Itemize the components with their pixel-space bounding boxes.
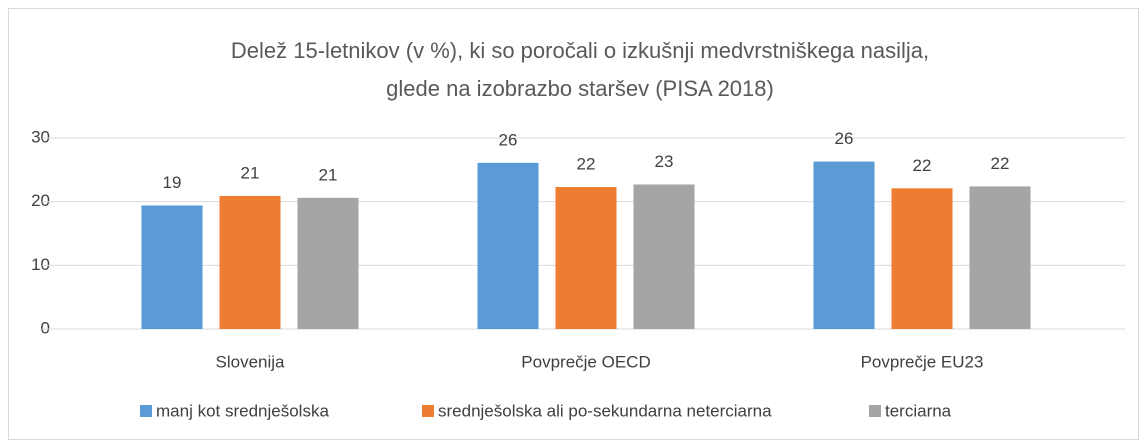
legend-label: manj kot srednješolska bbox=[156, 401, 329, 420]
y-tick-label: 20 bbox=[31, 191, 50, 210]
legend-swatch bbox=[140, 405, 152, 417]
bar bbox=[555, 187, 617, 329]
data-label: 22 bbox=[577, 155, 596, 174]
bar bbox=[813, 161, 875, 329]
legend-label: srednješolska ali po-sekundarna netercia… bbox=[438, 401, 772, 420]
data-label: 23 bbox=[655, 152, 674, 171]
data-label: 26 bbox=[499, 130, 518, 149]
bar bbox=[219, 195, 281, 329]
data-label: 21 bbox=[241, 163, 260, 182]
bar bbox=[969, 186, 1031, 329]
data-label: 21 bbox=[319, 165, 338, 184]
bar bbox=[477, 162, 539, 329]
data-label: 22 bbox=[991, 154, 1010, 173]
x-tick-label: Povprečje OECD bbox=[521, 352, 650, 371]
legend-swatch bbox=[869, 405, 881, 417]
data-label: 26 bbox=[835, 129, 854, 148]
y-tick-label: 10 bbox=[31, 255, 50, 274]
data-label: 19 bbox=[163, 173, 182, 192]
chart-title: glede na izobrazbo staršev (PISA 2018) bbox=[386, 76, 774, 101]
data-label: 22 bbox=[913, 156, 932, 175]
bar bbox=[141, 205, 203, 329]
chart-title: Delež 15-letnikov (v %), ki so poročali … bbox=[231, 38, 929, 63]
bar bbox=[891, 188, 953, 329]
y-tick-label: 0 bbox=[41, 318, 50, 337]
y-tick-label: 30 bbox=[31, 127, 50, 146]
legend-label: terciarna bbox=[885, 401, 952, 420]
x-tick-label: Slovenija bbox=[216, 352, 286, 371]
x-tick-label: Povprečje EU23 bbox=[861, 352, 984, 371]
bar bbox=[633, 184, 695, 329]
bar bbox=[297, 197, 359, 329]
legend-swatch bbox=[422, 405, 434, 417]
